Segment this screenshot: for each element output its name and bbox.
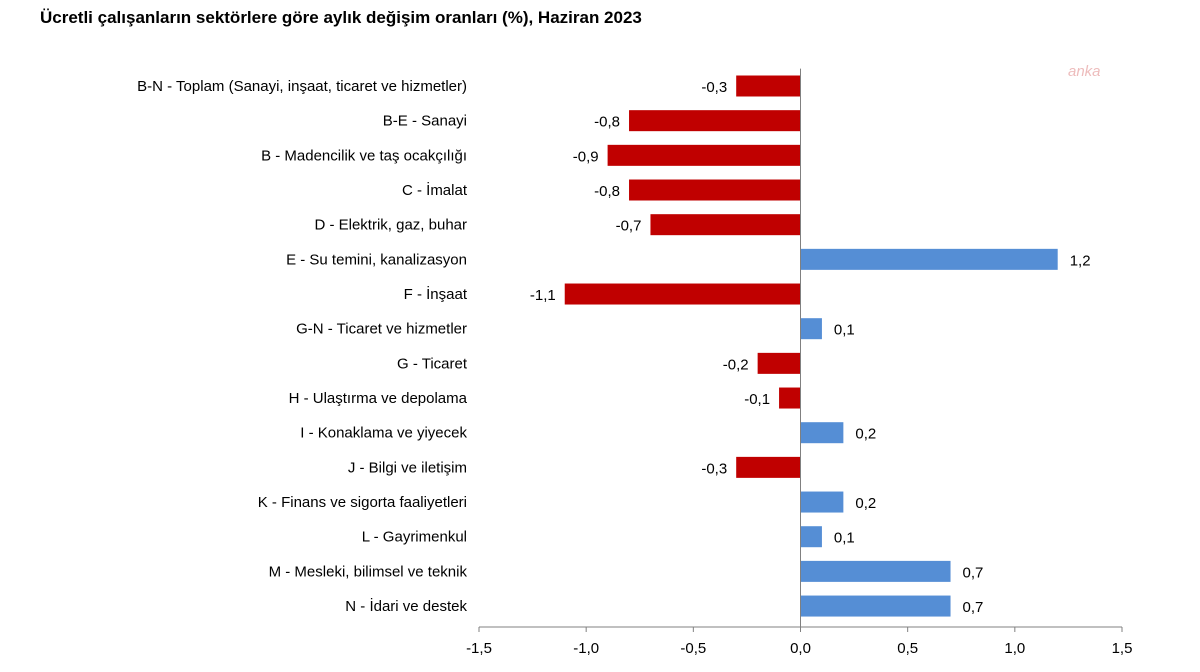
bar <box>800 595 951 617</box>
category-label: M - Mesleki, bilimsel ve teknik <box>269 563 468 580</box>
x-tick-label: 1,5 <box>1112 640 1133 657</box>
category-label: L - Gayrimenkul <box>362 529 467 546</box>
bar <box>564 283 801 305</box>
bar <box>629 110 801 132</box>
data-label: 0,1 <box>834 530 855 547</box>
bar <box>800 318 822 340</box>
data-label: 0,2 <box>855 426 876 443</box>
category-label: H - Ulaştırma ve depolama <box>289 390 468 407</box>
category-label: J - Bilgi ve iletişim <box>348 459 467 476</box>
data-label: -0,7 <box>616 218 642 235</box>
category-label: D - Elektrik, gaz, buhar <box>314 217 467 234</box>
x-tick-label: 0,5 <box>897 640 918 657</box>
data-label: -0,3 <box>701 460 727 477</box>
data-label: 0,2 <box>855 495 876 512</box>
data-label: 0,7 <box>963 564 984 581</box>
category-label: I - Konaklama ve yiyecek <box>300 425 467 442</box>
category-label: K - Finans ve sigorta faaliyetleri <box>258 494 467 511</box>
bar <box>736 75 801 97</box>
category-label: B-N - Toplam (Sanayi, inşaat, ticaret ve… <box>137 78 467 95</box>
bar <box>607 144 801 166</box>
category-label: F - İnşaat <box>404 285 468 303</box>
watermark-logo: anka <box>1068 63 1101 80</box>
category-label: G-N - Ticaret ve hizmetler <box>296 321 467 338</box>
category-label: C - İmalat <box>402 181 468 199</box>
bar <box>800 560 951 582</box>
data-label: -0,8 <box>594 114 620 131</box>
category-label: E - Su temini, kanalizasyon <box>286 251 467 268</box>
data-label: -0,9 <box>573 148 599 165</box>
category-label: B - Madencilik ve taş ocakçılığı <box>261 147 467 164</box>
data-label: 1,2 <box>1070 252 1091 269</box>
category-label: G - Ticaret <box>397 355 468 372</box>
bar <box>629 179 801 201</box>
x-tick-label: -1,5 <box>466 640 492 657</box>
x-tick-label: -1,0 <box>573 640 599 657</box>
data-label: -0,2 <box>723 356 749 373</box>
x-tick-label: 0,0 <box>790 640 811 657</box>
x-tick-label: -0,5 <box>680 640 706 657</box>
bar <box>736 456 801 478</box>
bar <box>800 526 822 548</box>
bar <box>757 352 801 374</box>
chart-title: Ücretli çalışanların sektörlere göre ayl… <box>40 8 642 27</box>
data-label: -0,1 <box>744 391 770 408</box>
category-label: B-E - Sanayi <box>383 113 467 130</box>
bar <box>800 491 844 513</box>
data-label: 0,1 <box>834 322 855 339</box>
bar <box>650 214 801 236</box>
data-label: -0,3 <box>701 79 727 96</box>
data-label: -1,1 <box>530 287 556 304</box>
x-tick-label: 1,0 <box>1004 640 1025 657</box>
bar <box>779 387 801 409</box>
bar <box>800 248 1058 270</box>
data-label: -0,8 <box>594 183 620 200</box>
category-label: N - İdari ve destek <box>345 597 467 615</box>
bar <box>800 422 844 444</box>
data-label: 0,7 <box>963 599 984 616</box>
